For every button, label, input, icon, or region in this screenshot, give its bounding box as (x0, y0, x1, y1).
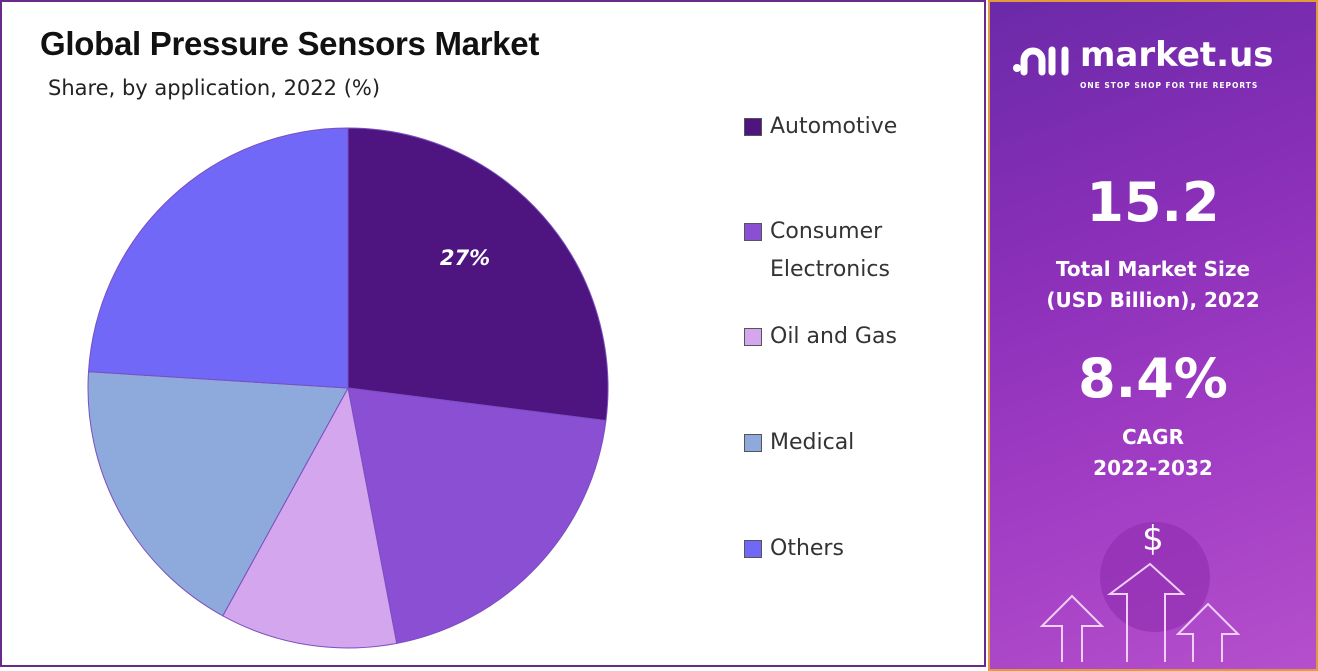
legend-label: Consumer Electronics (770, 219, 890, 282)
pie-slice-medical (87, 371, 349, 617)
summary-panel: $ market.us ONE STOP SHOP FOR THE REPORT… (988, 0, 1318, 671)
legend-swatch (744, 223, 762, 241)
chart-panel: Global Pressure Sensors Market Share, by… (0, 0, 986, 667)
logo-name: market.us (1080, 35, 1274, 75)
cagr-label: CAGR (1122, 425, 1184, 449)
logo-tagline: ONE STOP SHOP FOR THE REPORTS (1080, 81, 1259, 90)
cagr-period: 2022-2032 (1093, 456, 1213, 480)
legend-item: Consumer Electronics (744, 213, 920, 289)
background-decoration (1039, 522, 1241, 662)
pie-slice-oil-and-gas (222, 386, 398, 649)
pie-slice-automotive (347, 127, 609, 422)
pie-slice-consumer-electronics (347, 387, 607, 644)
market-size-label: Total Market Size (1055, 257, 1251, 281)
legend-label: Automotive (770, 114, 898, 139)
pie-chart: 27% (87, 127, 609, 649)
market-size-value: 15.2 (1086, 171, 1220, 234)
chart-subtitle: Share, by application, 2022 (%) (48, 76, 381, 100)
legend-item: Oil and Gas (744, 318, 897, 356)
legend-item: Medical (744, 424, 854, 462)
market-size-unit: (USD Billion), 2022 (1046, 288, 1260, 312)
legend-item: Others (744, 530, 844, 568)
legend-swatch (744, 328, 762, 346)
legend-swatch (744, 540, 762, 558)
legend-label: Medical (770, 430, 855, 455)
legend-swatch (744, 434, 762, 452)
logo-mark-icon (1013, 46, 1069, 76)
chart-title: Global Pressure Sensors Market (40, 25, 540, 62)
dollar-icon: $ (1142, 519, 1164, 559)
legend-label: Others (770, 536, 844, 561)
growth-arrows-icon (1039, 562, 1241, 662)
legend-label: Oil and Gas (770, 324, 897, 349)
pie-slice-others (87, 127, 349, 389)
cagr-value: 8.4% (1078, 347, 1228, 410)
data-label: 27% (440, 246, 490, 270)
legend-swatch (744, 118, 762, 136)
legend-item: Automotive (744, 108, 897, 146)
logo: market.us ONE STOP SHOP FOR THE REPORTS (1010, 32, 1274, 92)
